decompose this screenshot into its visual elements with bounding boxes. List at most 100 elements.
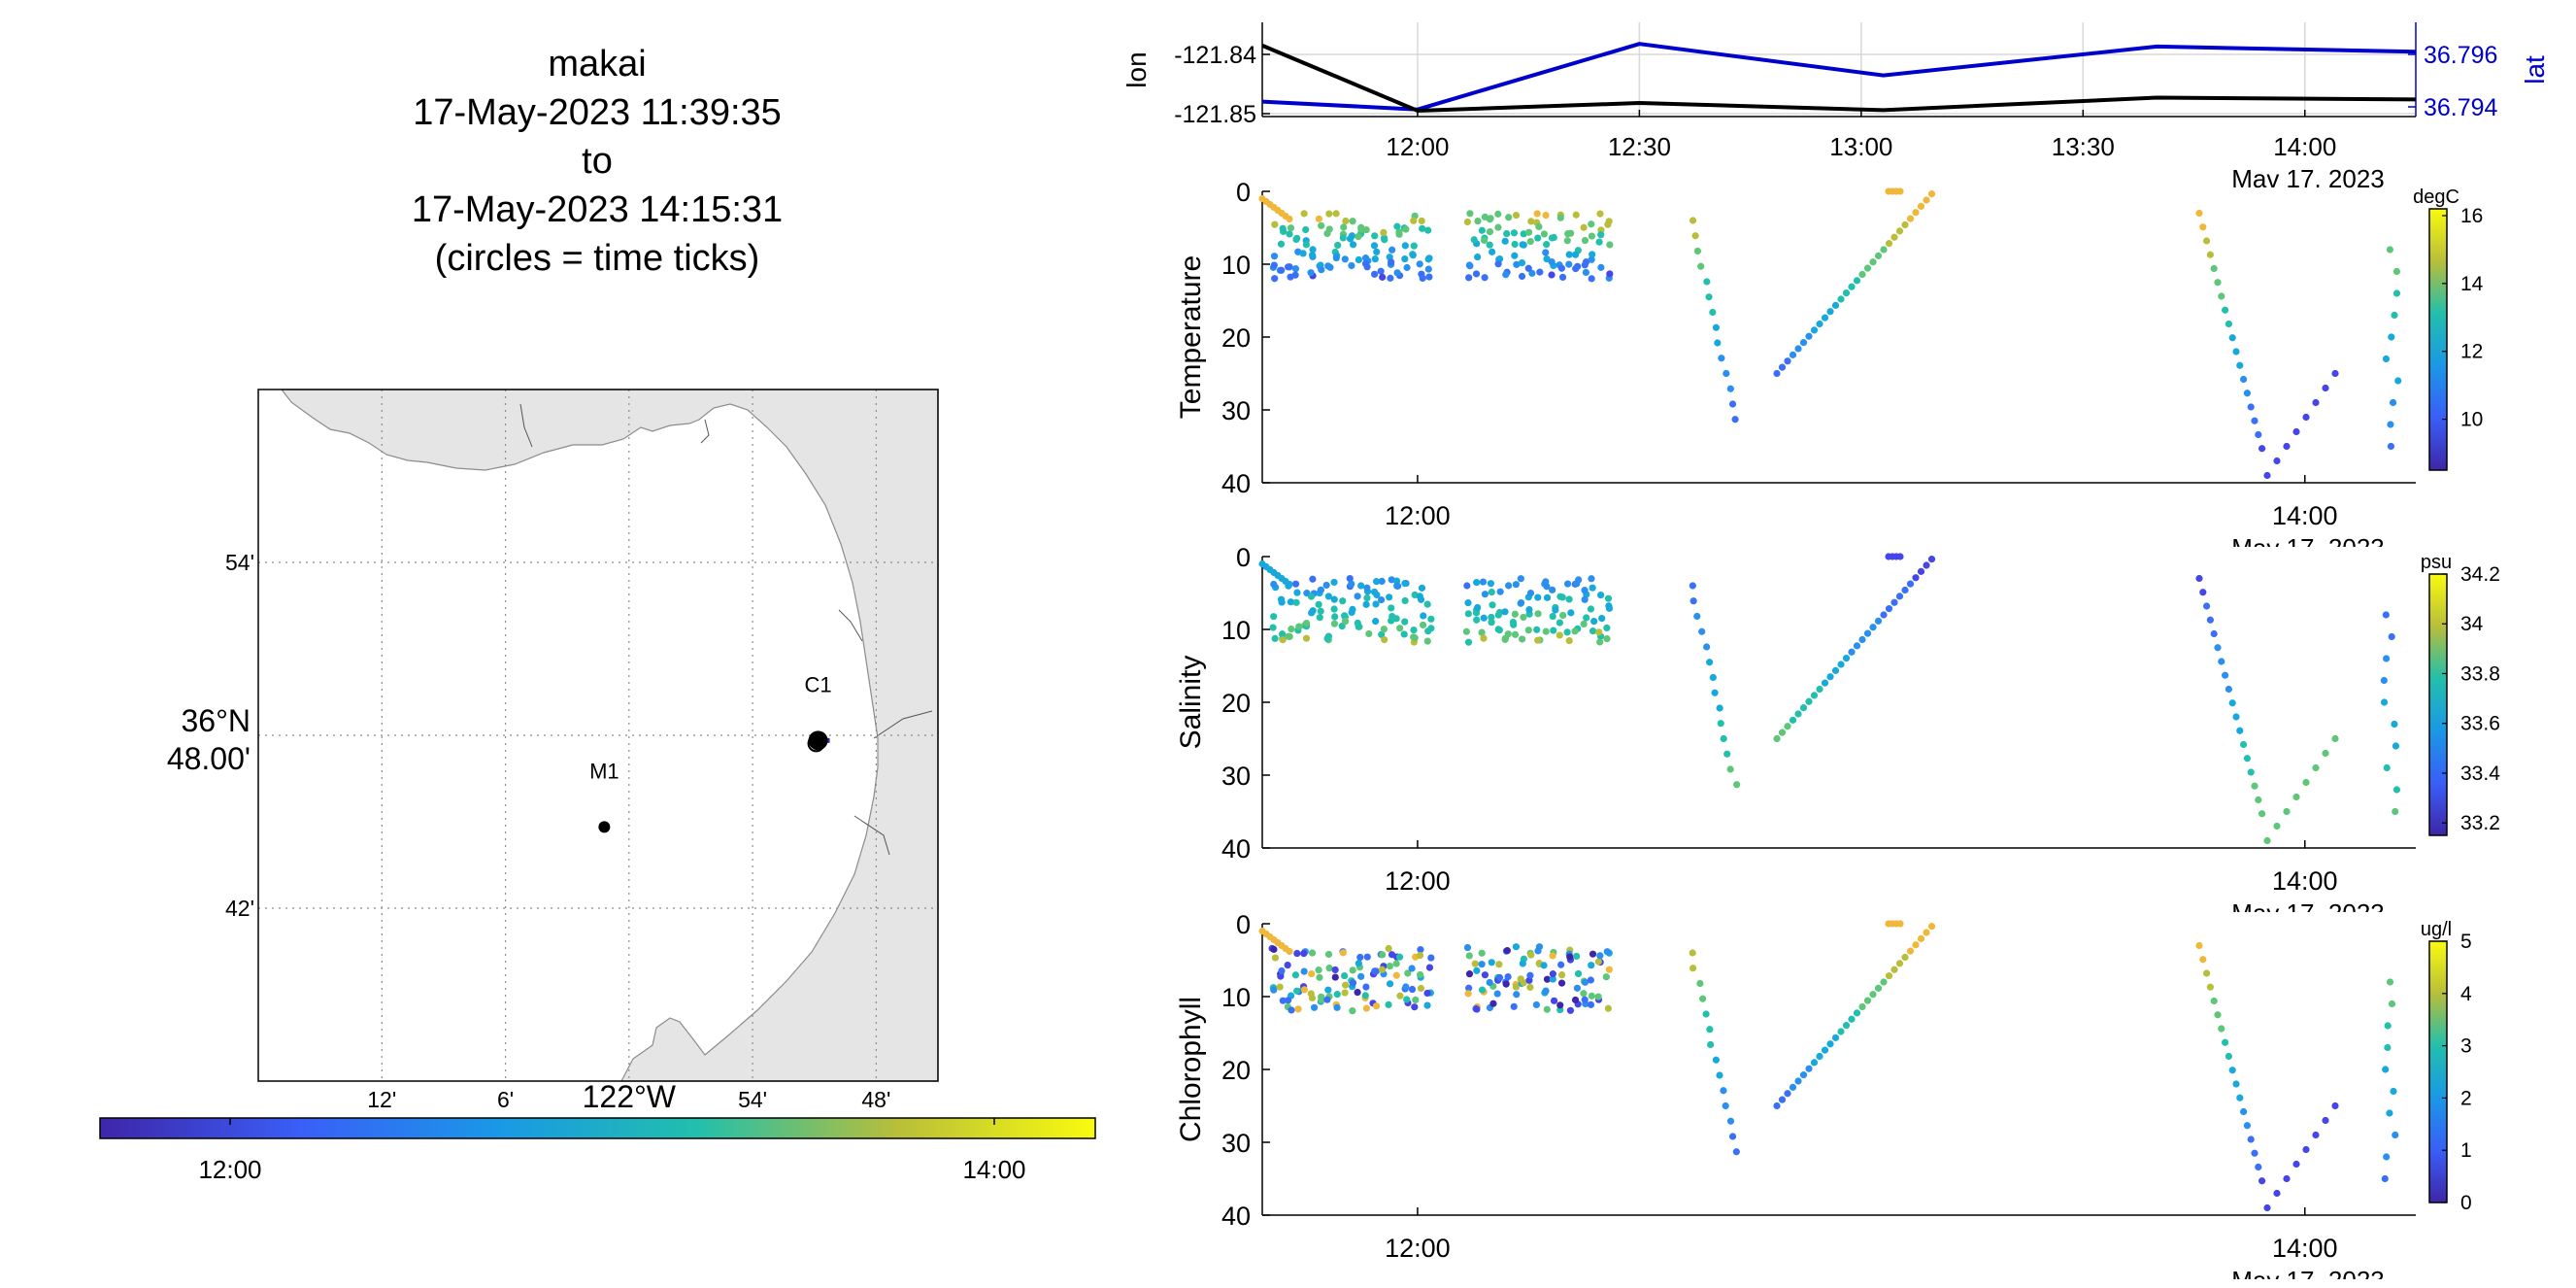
data-point <box>2391 720 2398 729</box>
data-point <box>1308 949 1317 957</box>
data-point <box>1287 598 1294 606</box>
data-point <box>1778 729 1787 736</box>
data-point <box>1501 634 1510 642</box>
data-point <box>2380 676 2388 685</box>
data-point <box>1703 643 1711 651</box>
colorbar-unit: degC <box>2413 186 2459 208</box>
data-point <box>1513 991 1521 999</box>
data-point <box>1512 983 1521 991</box>
title-line: 17-May-2023 11:39:35 <box>413 92 782 133</box>
data-point <box>1517 975 1524 983</box>
data-point <box>1349 605 1356 613</box>
data-point <box>1527 218 1535 225</box>
data-point <box>1339 234 1347 242</box>
data-point <box>1874 984 1883 992</box>
data-point <box>1300 950 1308 958</box>
data-point <box>2214 279 2222 287</box>
data-point <box>1346 574 1354 583</box>
data-point <box>1425 273 1433 281</box>
data-point <box>1276 983 1284 991</box>
data-point <box>1597 591 1605 599</box>
data-point <box>1365 629 1373 638</box>
data-point <box>1901 953 1909 962</box>
data-point <box>1733 781 1741 789</box>
data-point <box>1465 952 1473 960</box>
data-point <box>1596 210 1604 218</box>
data-point <box>2383 1153 2391 1161</box>
data-point <box>1300 967 1308 975</box>
data-point <box>1912 574 1920 582</box>
data-point <box>1895 593 1904 600</box>
data-point <box>1278 966 1286 975</box>
data-point <box>1291 265 1300 273</box>
x-tick-label: 12:00 <box>1385 866 1451 896</box>
data-point <box>1271 275 1279 283</box>
data-point <box>1869 258 1877 266</box>
data-point <box>1595 628 1603 636</box>
data-point <box>1291 971 1300 979</box>
data-point <box>1563 628 1571 636</box>
data-point <box>1307 269 1315 277</box>
data-point <box>1473 616 1481 624</box>
data-point <box>1550 233 1557 242</box>
data-point <box>1698 627 1706 635</box>
data-point <box>2255 796 2262 804</box>
data-point <box>1285 997 1292 1004</box>
lon-tick-label: 48' <box>861 1087 890 1112</box>
data-point <box>2292 793 2300 801</box>
data-point <box>1471 960 1479 967</box>
data-point <box>2199 223 2207 231</box>
data-point <box>1427 954 1435 962</box>
data-point <box>1810 326 1819 334</box>
data-point <box>1549 975 1556 983</box>
data-point <box>1728 400 1737 408</box>
data-point <box>1474 253 1482 261</box>
data-point <box>1324 986 1332 994</box>
data-point <box>1731 416 1739 424</box>
data-point <box>1270 253 1279 260</box>
data-point <box>1302 634 1311 642</box>
data-point <box>1535 222 1543 231</box>
data-point <box>1716 1071 1723 1079</box>
data-point <box>1472 270 1481 278</box>
data-point <box>1890 233 1898 241</box>
lat-series-line <box>1261 42 2417 112</box>
lon-tick-label: 54' <box>738 1087 767 1112</box>
data-point <box>1784 357 1791 365</box>
data-point <box>1395 230 1403 238</box>
data-point <box>1510 229 1519 237</box>
data-point <box>2206 616 2214 624</box>
data-point <box>1718 355 1725 362</box>
data-point <box>2392 289 2401 297</box>
data-point <box>1416 952 1424 960</box>
data-point <box>1505 214 1513 221</box>
data-point <box>1816 1052 1823 1061</box>
data-point <box>1549 612 1556 621</box>
colorbar-unit: ug/l <box>2421 919 2452 940</box>
data-point <box>1292 598 1300 606</box>
data-point <box>2386 246 2394 254</box>
data-point <box>1419 621 1427 629</box>
data-point <box>2312 1131 2320 1139</box>
data-point <box>1270 986 1278 994</box>
data-point <box>1286 230 1293 238</box>
data-point <box>1486 241 1493 249</box>
data-point <box>2228 699 2236 707</box>
colorbar-tick-label: 33.8 <box>2460 662 2500 685</box>
data-point <box>1417 595 1425 603</box>
data-point <box>1362 1004 1370 1012</box>
data-point <box>1392 971 1400 979</box>
data-point <box>1543 975 1552 983</box>
data-point <box>1481 236 1489 245</box>
data-point <box>1773 734 1781 743</box>
data-point <box>1486 216 1494 223</box>
data-point <box>1605 966 1613 973</box>
data-point <box>2331 734 2339 743</box>
data-point <box>1293 987 1301 995</box>
data-point <box>2225 1052 2232 1061</box>
data-point <box>1339 597 1347 605</box>
colorbar <box>2428 940 2448 1203</box>
data-point <box>1590 617 1598 626</box>
lon-tick-label: 12' <box>367 1087 396 1112</box>
data-point <box>2243 390 2251 397</box>
